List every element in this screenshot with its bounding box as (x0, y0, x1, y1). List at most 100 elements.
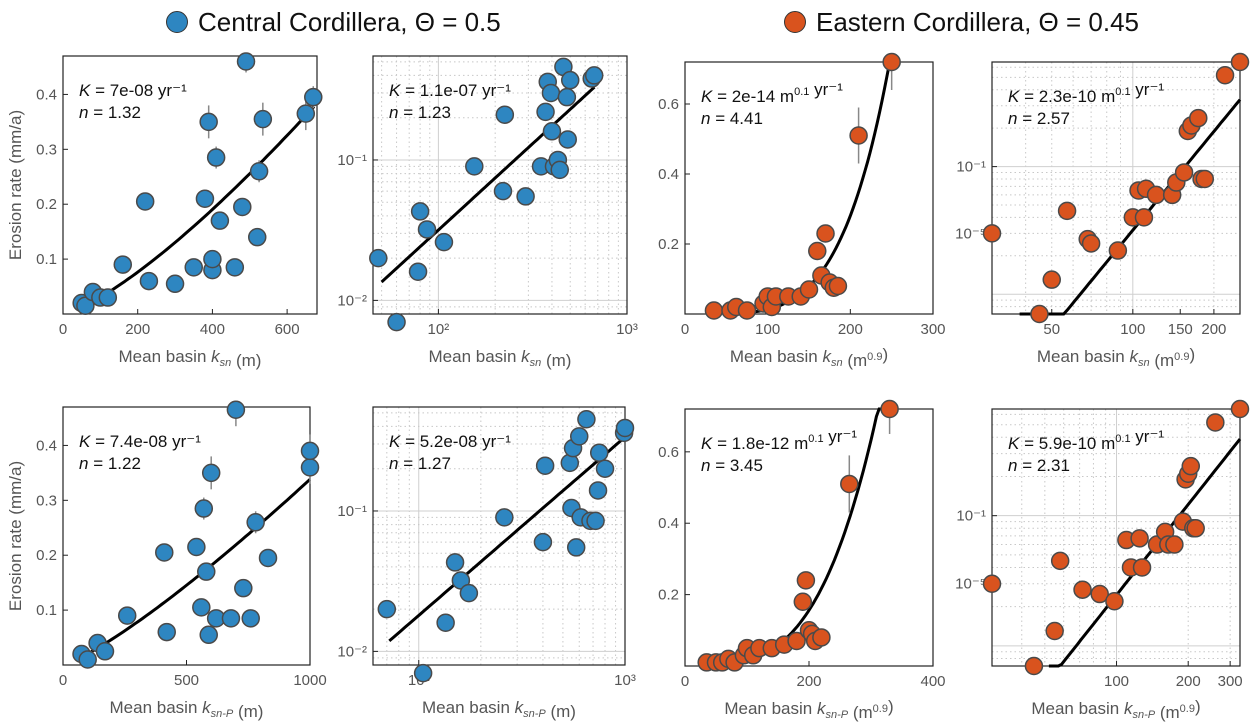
p2-point-2 (408, 262, 428, 281)
legend-label-eastern: Eastern Cordillera, Θ = 0.45 (816, 6, 1139, 37)
p1-xtick-label-3: 600 (275, 321, 300, 338)
p2-axes-frame (372, 55, 628, 315)
p4-point-6 (1108, 241, 1128, 260)
p7-ytick-label-0: 0.2 (658, 587, 679, 604)
p1-point-20 (249, 162, 269, 181)
p8-xtick-label-1: 200 (1176, 673, 1201, 690)
p5-point-9 (194, 499, 214, 518)
p1-point-21 (253, 109, 273, 129)
p7-point-18 (840, 474, 859, 494)
p8-annotation-0: K = 5.9e-10 m0.1 yr⁻¹ (1008, 427, 1164, 453)
p6-point-12 (566, 538, 586, 557)
p2-point-13 (541, 83, 561, 103)
p8-point-14 (1165, 535, 1184, 554)
legend-label-central: Central Cordillera, Θ = 0.5 (198, 6, 501, 37)
p6-point-0 (377, 599, 397, 619)
p3-point-11 (808, 241, 827, 261)
p8-point-3 (1050, 551, 1070, 571)
p2-point-20 (558, 130, 577, 149)
p2-point-14 (542, 122, 562, 141)
p5-point-5 (155, 543, 174, 562)
p5-ylabel: Erosion rate (mm/a) (6, 461, 25, 611)
p4-point-17 (1189, 108, 1208, 128)
p3-xlabel: Mean basin ksn (m0.9) (730, 345, 888, 370)
p1-point-7 (139, 271, 159, 291)
p2-point-5 (434, 232, 454, 252)
p4-point-11 (1146, 185, 1166, 205)
p2-xtick-label-0: 10² (428, 321, 450, 338)
p3-point-3 (737, 301, 757, 320)
p1-ytick-label-3: 0.4 (36, 86, 57, 103)
p4-annotation-0: K = 2.3e-10 m0.1 yr⁻¹ (1008, 80, 1164, 106)
p1-annotation-1: n = 1.32 (79, 103, 141, 122)
p5-ytick-label-3: 0.4 (36, 437, 57, 454)
p3-xtick-label-3: 300 (920, 321, 945, 338)
p4-ytick-label-1: 10⁻¹ (956, 159, 986, 176)
p3-axes-frame (684, 61, 934, 315)
p3-annotation-0: K = 2e-14 m0.1 yr⁻¹ (701, 80, 843, 106)
p6-point-15 (577, 409, 596, 429)
p1-point-8 (165, 274, 185, 294)
p5-point-17 (241, 609, 260, 628)
p4-ytick-label-0: 10⁻⁵ (955, 225, 986, 242)
p2-annotation-0: K = 1.1e-07 yr⁻¹ (389, 81, 511, 100)
p1-point-17 (233, 197, 252, 217)
p8-point-10 (1132, 558, 1152, 577)
p8-point-0 (982, 574, 1002, 593)
p1-ytick-label-1: 0.2 (36, 196, 57, 213)
p6-point-17 (586, 511, 605, 531)
p2-point-17 (550, 160, 570, 180)
p6-point-6 (495, 508, 514, 527)
p1-point-18 (236, 52, 256, 71)
p5-ytick-label-1: 0.2 (36, 547, 57, 564)
p6-point-7 (533, 532, 553, 552)
p3-point-13 (816, 224, 835, 243)
p3-xtick-label-0: 0 (681, 321, 689, 338)
p4-point-5 (1081, 234, 1101, 253)
p7-point-13 (796, 571, 816, 590)
p5-xtick-label-1: 500 (174, 672, 199, 689)
p5-point-15 (226, 400, 246, 419)
p3-point-16 (828, 276, 848, 296)
p1-ytick-label-2: 0.3 (36, 141, 57, 158)
p2-ytick-label-0: 10⁻² (337, 292, 367, 309)
p1-ylabel: Erosion rate (mm/a) (6, 110, 25, 260)
p7-ytick-label-2: 0.6 (658, 444, 679, 461)
p4-point-1 (1030, 304, 1049, 324)
p8-annotation-1: n = 2.31 (1008, 456, 1070, 475)
p6-point-8 (535, 456, 555, 475)
p8-point-20 (1186, 519, 1205, 538)
p2-fit-line (380, 85, 596, 284)
p8-axes-frame (991, 408, 1241, 667)
p7-xtick-label-1: 200 (796, 673, 821, 690)
p2-point-8 (495, 105, 515, 124)
p1-point-19 (247, 227, 267, 247)
p5-xtick-label-0: 0 (59, 672, 67, 689)
p8-fit-line (1048, 438, 1242, 668)
p3-annotation-1: n = 4.41 (701, 109, 763, 128)
p2-point-21 (560, 70, 580, 90)
p5-annotation-1: n = 1.22 (79, 454, 141, 473)
p3-point-18 (882, 52, 901, 72)
p4-annotation-1: n = 2.57 (1008, 109, 1070, 128)
p1-xtick-label-0: 0 (59, 321, 67, 338)
p1-point-23 (304, 87, 323, 107)
p1-xtick-label-1: 200 (125, 321, 150, 338)
p6-annotation-1: n = 1.27 (389, 454, 451, 473)
p3-point-10 (799, 280, 819, 299)
p5-fit-line (80, 478, 312, 659)
p2-point-6 (465, 157, 484, 176)
p1-point-4 (98, 288, 118, 307)
p5-point-21 (300, 441, 320, 461)
p5-ytick-label-0: 0.1 (36, 602, 57, 619)
p5-xlabel: Mean basin ksn-P (m) (110, 698, 264, 721)
p7-xlabel: Mean basin ksn-P (m0.9) (724, 697, 893, 722)
p6-point-18 (588, 481, 608, 500)
p1-point-6 (135, 192, 155, 211)
p2-point-4 (417, 220, 437, 239)
p2-xtick-label-1: 10³ (616, 321, 638, 338)
p1-fit-line (81, 105, 316, 309)
p8-point-5 (1090, 584, 1109, 604)
p4-point-14 (1174, 163, 1194, 182)
